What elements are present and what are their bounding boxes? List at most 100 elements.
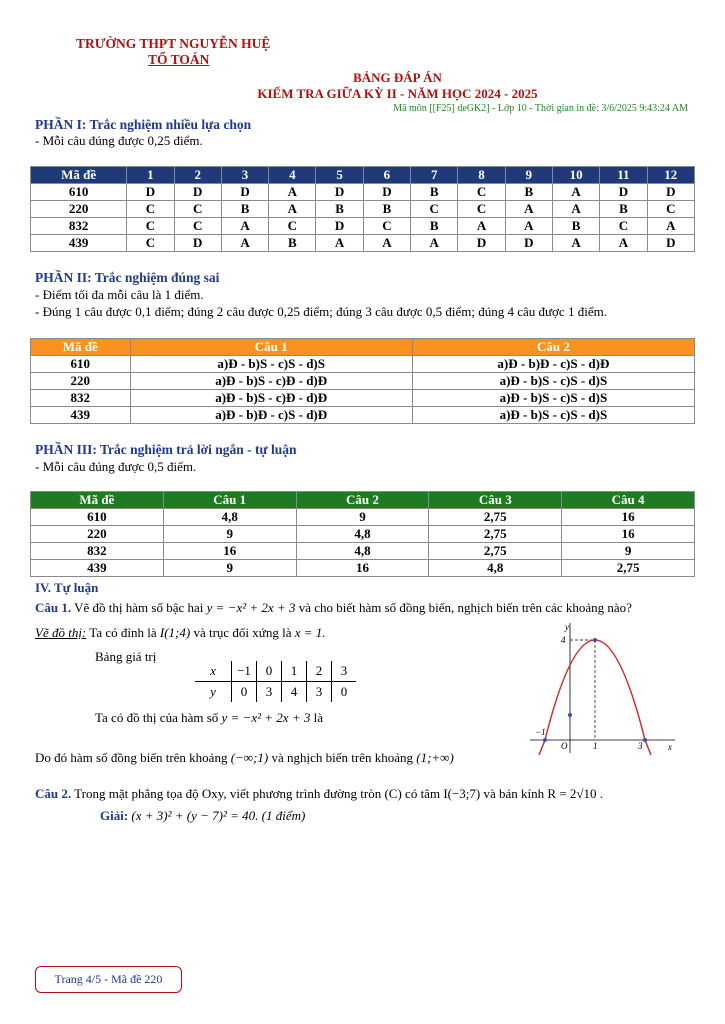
cell: D bbox=[646, 183, 696, 201]
doc-subtitle: KIỂM TRA GIỮA KỲ II - NĂM HỌC 2024 - 202… bbox=[257, 86, 538, 101]
formula: (−∞;1) bbox=[230, 750, 269, 765]
header-cell: Câu 3 bbox=[428, 491, 563, 509]
cell: 4 bbox=[281, 681, 307, 702]
cell: D bbox=[173, 183, 222, 201]
cell: 832 bbox=[29, 217, 128, 235]
text: Ta có đồ thị của hàm số bbox=[95, 710, 219, 725]
header-cell: Câu 2 bbox=[295, 491, 430, 509]
cell: a)Đ - b)S - c)Đ - d)Đ bbox=[129, 372, 413, 390]
header-cell: 3 bbox=[220, 166, 270, 184]
question: Câu 2. Trong mặt phẳng tọa độ Oxy, viết … bbox=[35, 786, 603, 802]
cell: 439 bbox=[30, 406, 131, 424]
row-label: x bbox=[195, 661, 232, 682]
row: 832 a)Đ - b)S - c)Đ - d)Đ a)Đ - b)S - c)S … bbox=[30, 389, 696, 407]
cell: B bbox=[551, 217, 601, 235]
text: là bbox=[313, 710, 323, 725]
cell: −1 bbox=[231, 661, 257, 682]
answer-line: Ta có đồ thị của hàm số y = −x² + 2x + 3… bbox=[95, 710, 323, 726]
cell: 16 bbox=[295, 559, 430, 577]
text: Bảng giá trị bbox=[95, 649, 157, 664]
cell: 439 bbox=[29, 234, 128, 252]
school: TRƯỜNG THPT NGUYỄN HUỆ bbox=[76, 36, 271, 51]
axis-label: y bbox=[564, 622, 569, 632]
note: - Mỗi câu đúng được 0,25 điểm. bbox=[35, 133, 203, 148]
cell: 610 bbox=[30, 355, 131, 373]
cell: 4,8 bbox=[428, 559, 563, 577]
tick-label: −1 bbox=[535, 727, 546, 737]
part-heading: PHẦN III: Trắc nghiệm trả lời ngắn - tự … bbox=[35, 442, 297, 457]
point bbox=[593, 638, 597, 642]
label: Giải: bbox=[100, 808, 129, 823]
cell: 3 bbox=[256, 681, 282, 702]
part-heading: PHẦN I: Trắc nghiệm nhiều lựa chọn bbox=[35, 117, 252, 132]
cell: B bbox=[362, 200, 412, 218]
cell: D bbox=[599, 183, 648, 201]
cell: a)Đ - b)S - c)S - d)S bbox=[411, 389, 696, 407]
cell: 3 bbox=[331, 661, 356, 682]
note: - Mỗi câu đúng được 0,5 điểm. bbox=[35, 459, 197, 474]
point bbox=[543, 738, 547, 742]
cell: B bbox=[268, 234, 317, 252]
cell: D bbox=[173, 234, 222, 252]
cell: C bbox=[126, 234, 175, 252]
header-cell: Mã đề bbox=[30, 338, 131, 356]
header-cell: 12 bbox=[646, 166, 696, 184]
cell: 0 bbox=[231, 681, 257, 702]
row: 439 a)Đ - b)Đ - c)S - d)Đ a)Đ - b)S - c)S … bbox=[30, 406, 696, 424]
cell: D bbox=[315, 217, 364, 235]
cell: C bbox=[410, 200, 459, 218]
header-cell: Mã đề bbox=[29, 166, 128, 184]
header-cell: 6 bbox=[362, 166, 412, 184]
cell: a)Đ - b)S - c)Đ - d)Đ bbox=[129, 389, 413, 407]
header-cell: 11 bbox=[599, 166, 648, 184]
text: Ta có đỉnh là bbox=[89, 625, 157, 640]
text: Do đó hàm số đồng biến trên khoảng bbox=[35, 750, 228, 765]
cell: a)Đ - b)Đ - c)S - d)Đ bbox=[129, 406, 413, 424]
row: 832 C C A C D C B A A B C A bbox=[29, 217, 696, 235]
answer-table: Mã đề Câu 1 Câu 2 Câu 3 Câu 4 610 4,8 9 2,75 16 22… bbox=[30, 491, 695, 577]
cell: B bbox=[315, 200, 364, 218]
note: - Điểm tối đa mỗi câu là 1 điểm. bbox=[35, 287, 204, 302]
cell: 9 bbox=[162, 559, 297, 577]
row: 220 9 4,8 2,75 16 bbox=[30, 525, 695, 543]
cell: B bbox=[410, 183, 459, 201]
cell: A bbox=[220, 217, 270, 235]
row: 832 16 4,8 2,75 9 bbox=[30, 542, 695, 560]
cell: D bbox=[646, 234, 696, 252]
cell: D bbox=[457, 234, 506, 252]
cell: A bbox=[646, 217, 696, 235]
cell: 2,75 bbox=[428, 542, 563, 560]
cell: A bbox=[504, 217, 553, 235]
cell: C bbox=[457, 200, 506, 218]
row-label: y bbox=[195, 681, 232, 702]
text: và cho biết hàm số đồng biến, nghịch biế… bbox=[298, 600, 632, 615]
cell: 4,8 bbox=[162, 508, 297, 526]
cell: D bbox=[504, 234, 553, 252]
header-cell: Câu 1 bbox=[129, 338, 413, 356]
cell: A bbox=[504, 200, 553, 218]
cell: C bbox=[173, 200, 222, 218]
cell: D bbox=[220, 183, 270, 201]
cell: D bbox=[362, 183, 412, 201]
cell: B bbox=[504, 183, 553, 201]
header-cell: 1 bbox=[126, 166, 175, 184]
formula: y = −x² + 2x + 3 bbox=[221, 710, 311, 725]
cell: A bbox=[268, 183, 317, 201]
header-cell: 5 bbox=[315, 166, 364, 184]
part-heading: PHẦN II: Trắc nghiệm đúng sai bbox=[35, 270, 220, 285]
cell: A bbox=[551, 200, 601, 218]
cell: C bbox=[599, 217, 648, 235]
text: Vẽ đồ thị hàm số bậc hai bbox=[74, 600, 204, 615]
row: 610 D D D A D D B C B A D D bbox=[29, 183, 696, 201]
cell: C bbox=[126, 200, 175, 218]
row: 610 4,8 9 2,75 16 bbox=[30, 508, 695, 526]
cell: A bbox=[220, 234, 270, 252]
cell: 832 bbox=[30, 542, 164, 560]
cell: a)Đ - b)S - c)S - d)S bbox=[411, 406, 696, 424]
cell: 439 bbox=[30, 559, 164, 577]
cell: 832 bbox=[30, 389, 131, 407]
department: TỔ TOÁN bbox=[148, 52, 210, 67]
header-row: Mã đề Câu 1 Câu 2 Câu 3 Câu 4 bbox=[30, 491, 695, 509]
axis-label: x bbox=[667, 742, 672, 752]
